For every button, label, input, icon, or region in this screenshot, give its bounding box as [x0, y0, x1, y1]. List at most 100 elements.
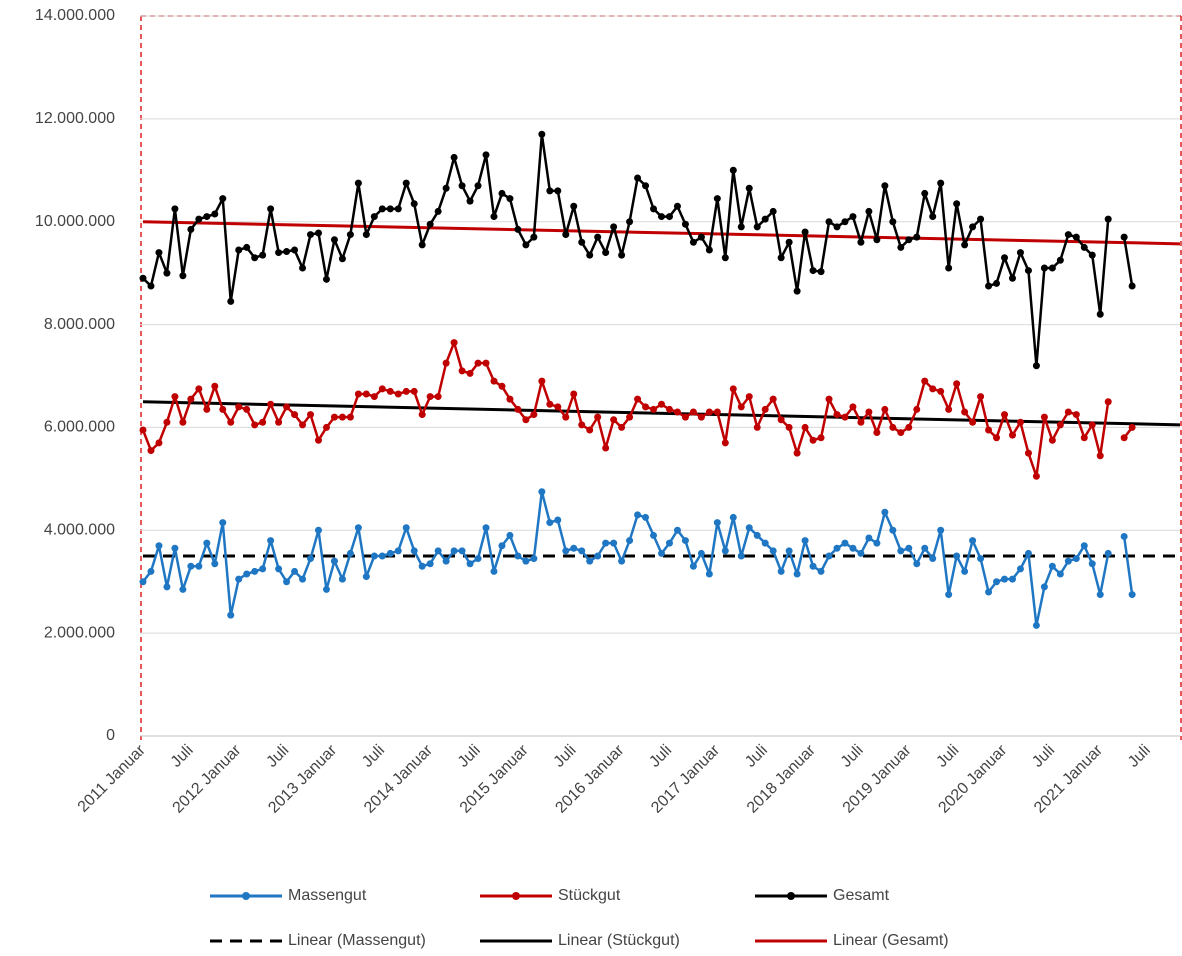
data-point: [386, 549, 394, 557]
data-point: [913, 405, 921, 413]
y-tick-label: 4.000.000: [44, 522, 115, 539]
y-tick-label: 10.000.000: [35, 213, 115, 230]
data-point: [147, 447, 155, 455]
data-point: [618, 251, 626, 259]
data-point: [394, 205, 402, 213]
data-point: [514, 225, 522, 233]
data-point: [1024, 549, 1032, 557]
data-point: [769, 547, 777, 555]
data-point: [307, 231, 315, 239]
legend-label: Linear (Massengut): [288, 932, 426, 949]
data-point: [737, 403, 745, 411]
data-point: [163, 583, 171, 591]
data-point: [283, 248, 291, 256]
data-point: [434, 207, 442, 215]
data-point: [1048, 562, 1056, 570]
data-point: [219, 405, 227, 413]
data-point: [346, 231, 354, 239]
data-point: [1072, 555, 1080, 563]
data-point: [530, 233, 538, 241]
data-point: [873, 429, 881, 437]
data-point: [689, 238, 697, 246]
data-point: [251, 567, 259, 575]
data-point: [482, 359, 490, 367]
data-point: [570, 390, 578, 398]
data-point: [841, 413, 849, 421]
data-point: [841, 539, 849, 547]
legend-label: Gesamt: [833, 887, 890, 904]
data-point: [602, 539, 610, 547]
data-point: [410, 200, 418, 208]
data-point: [825, 552, 833, 560]
data-point: [498, 189, 506, 197]
data-point: [354, 390, 362, 398]
data-point: [729, 385, 737, 393]
data-point: [610, 539, 618, 547]
data-point: [713, 408, 721, 416]
data-point: [171, 205, 179, 213]
data-point: [642, 182, 650, 190]
data-point: [450, 547, 458, 555]
data-point: [546, 187, 554, 195]
data-point: [442, 359, 450, 367]
data-point: [721, 547, 729, 555]
data-point: [1080, 243, 1088, 251]
data-point: [1128, 423, 1136, 431]
data-point: [634, 174, 642, 182]
data-point: [953, 200, 961, 208]
data-point: [665, 405, 673, 413]
data-point: [681, 537, 689, 545]
data-point: [1032, 621, 1040, 629]
data-point: [314, 229, 322, 237]
data-point: [809, 267, 817, 275]
x-tick-label: Juli: [551, 742, 580, 771]
x-tick-label: Juli: [742, 742, 771, 771]
data-point: [985, 588, 993, 596]
data-point: [195, 215, 203, 223]
data-point: [354, 179, 362, 187]
data-point: [658, 400, 665, 408]
data-point: [275, 249, 283, 257]
data-point: [474, 182, 482, 190]
data-point: [1096, 452, 1104, 460]
data-point: [307, 411, 315, 419]
data-point: [1032, 472, 1040, 480]
data-point: [1128, 282, 1136, 290]
data-point: [147, 282, 155, 290]
data-point: [953, 380, 961, 388]
data-point: [227, 418, 235, 426]
data-point: [945, 591, 953, 599]
data-point: [642, 403, 650, 411]
data-point: [586, 426, 594, 434]
data-point: [610, 223, 618, 231]
data-point: [817, 268, 825, 276]
data-point: [538, 488, 546, 496]
data-point: [817, 567, 825, 575]
data-point: [905, 544, 913, 552]
data-point: [394, 547, 402, 555]
data-point: [1056, 256, 1064, 264]
data-point: [243, 570, 251, 578]
data-point: [291, 567, 299, 575]
data-point: [291, 246, 299, 254]
data-point: [203, 213, 211, 221]
data-point: [307, 555, 315, 563]
data-point: [618, 557, 626, 565]
data-point: [857, 238, 865, 246]
data-point: [434, 547, 442, 555]
data-point: [769, 395, 777, 403]
data-point: [211, 382, 219, 390]
data-point: [1064, 408, 1072, 416]
data-point: [713, 195, 721, 203]
data-point: [490, 377, 498, 385]
data-point: [163, 418, 171, 426]
legend-label: Massengut: [288, 887, 367, 904]
data-point: [147, 567, 155, 575]
data-point: [929, 385, 937, 393]
x-tick-label: Juli: [168, 742, 197, 771]
data-point: [1048, 436, 1056, 444]
data-point: [937, 387, 945, 395]
trendline: [142, 220, 1181, 246]
data-point: [785, 238, 793, 246]
